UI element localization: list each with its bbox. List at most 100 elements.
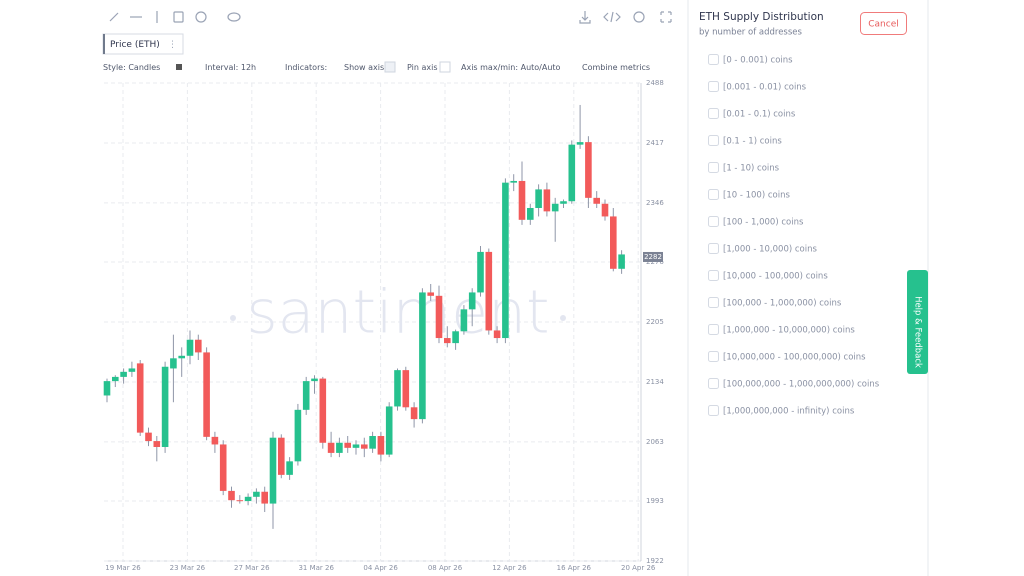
checkbox[interactable]	[708, 162, 719, 173]
y-tick-label: 1922	[646, 557, 664, 565]
option-label[interactable]: Indicators:	[285, 63, 327, 72]
checkbox[interactable]	[708, 405, 719, 416]
download-icon[interactable]	[579, 11, 591, 24]
candle-body	[452, 331, 459, 344]
candle-body	[502, 182, 509, 339]
candle-body	[618, 254, 625, 269]
checkbox[interactable]	[708, 216, 719, 227]
candle-body	[195, 339, 202, 353]
candle-body	[560, 201, 567, 204]
checkbox[interactable]	[708, 270, 719, 281]
option-label[interactable]: Axis max/min: Auto/Auto	[461, 63, 561, 72]
candle-body	[344, 442, 351, 448]
checkbox[interactable]	[708, 297, 719, 308]
checkbox-label: [10,000,000 - 100,000,000) coins	[723, 353, 866, 363]
note-icon[interactable]	[173, 11, 184, 23]
candle-body	[128, 368, 136, 372]
candle-body	[319, 378, 327, 443]
option-label[interactable]: Interval: 12h	[205, 63, 256, 72]
option-label[interactable]: Pin axis	[407, 63, 438, 72]
checkbox[interactable]	[708, 81, 719, 92]
color-swatch[interactable]	[176, 64, 182, 70]
candle-body	[203, 352, 210, 437]
option-label[interactable]: Style: Candles	[103, 63, 160, 72]
fullscreen-icon[interactable]	[660, 11, 672, 23]
checkbox-label: [100,000,000 - 1,000,000,000) coins	[723, 380, 880, 390]
candle-body	[535, 189, 542, 208]
candle-body	[410, 407, 418, 420]
cancel-label: Cancel	[868, 20, 899, 30]
checkbox-label: [0.001 - 0.01) coins	[723, 83, 807, 93]
options-row: Style: Candles Interval: 12h Indicators: Sh…	[103, 61, 650, 73]
x-tick-label: 20 Apr 26	[621, 564, 656, 572]
checkbox-label: [0 - 0.001) coins	[723, 56, 793, 66]
x-tick-label: 19 Mar 26	[105, 564, 141, 572]
candle-body	[211, 436, 219, 445]
panel-title: ETH Supply Distribution	[699, 11, 824, 23]
help-label: Help & Feedback	[913, 296, 923, 368]
candle-body	[278, 437, 285, 475]
legend-label: Price (ETH)	[110, 40, 160, 50]
candle-body	[576, 142, 584, 145]
checkbox[interactable]	[708, 108, 719, 119]
candle-body	[178, 355, 185, 359]
price-tag	[643, 251, 663, 262]
candle-body	[311, 378, 318, 382]
candle-body	[327, 442, 335, 453]
checkbox[interactable]	[708, 243, 719, 254]
candle-body	[244, 496, 252, 502]
checkbox-label: [0.1 - 1) coins	[723, 137, 782, 147]
checkbox[interactable]	[708, 54, 719, 65]
candle-body	[551, 203, 559, 212]
candle-body	[103, 381, 111, 396]
show-axis-box[interactable]	[384, 61, 396, 73]
x-tick-label: 23 Mar 26	[170, 564, 206, 572]
checkbox[interactable]	[708, 324, 719, 335]
x-tick-label: 12 Apr 26	[492, 564, 527, 572]
candle-body	[112, 376, 119, 382]
x-tick-label: 16 Apr 26	[557, 564, 592, 572]
price-tag-label: 2282	[644, 253, 662, 261]
checkbox[interactable]	[708, 189, 719, 200]
candle-body	[460, 309, 468, 332]
y-tick-label: 2205	[646, 318, 664, 326]
side-panel: ETH Supply Distribution by number of add…	[699, 11, 907, 417]
candle-body	[610, 216, 617, 269]
legend-menu[interactable]: ⋮	[168, 40, 177, 50]
checkbox[interactable]	[708, 351, 719, 362]
x-tick-label: 04 Apr 26	[363, 564, 398, 572]
candle-body	[377, 436, 385, 455]
panel-subtitle: by number of addresses	[699, 28, 803, 38]
x-tick-label: 08 Apr 26	[428, 564, 463, 572]
watermark-dot	[560, 315, 566, 321]
candle-body	[585, 142, 592, 198]
emoji-icon[interactable]	[195, 11, 207, 23]
option-label[interactable]: Combine metrics	[582, 63, 650, 72]
help-tab[interactable]	[907, 270, 928, 374]
candle-body	[153, 441, 161, 447]
checkbox-label: [1,000,000,000 - infinity) coins	[723, 407, 855, 417]
checkbox[interactable]	[708, 135, 719, 146]
eye-icon[interactable]	[227, 12, 241, 22]
candle-body	[286, 461, 293, 475]
candle-body	[236, 500, 244, 502]
candle-body	[419, 292, 426, 420]
settings-icon[interactable]	[633, 11, 645, 23]
candle-body	[136, 363, 144, 433]
candle-body	[219, 444, 227, 491]
checkbox[interactable]	[708, 378, 719, 389]
candle-body	[593, 197, 600, 204]
option-label[interactable]: Show axis	[344, 63, 384, 72]
cancel-button[interactable]	[860, 12, 907, 35]
candle-body	[161, 366, 169, 447]
pin-axis-box[interactable]	[439, 61, 451, 73]
candle-body	[477, 251, 484, 293]
checkbox-label: [1 - 10) coins	[723, 164, 780, 174]
embed-icon[interactable]	[603, 11, 621, 23]
y-tick-label: 2488	[646, 79, 664, 87]
y-tick-label: 2276	[646, 258, 664, 266]
trend-icon[interactable]	[109, 12, 119, 22]
candle-body	[568, 144, 576, 202]
